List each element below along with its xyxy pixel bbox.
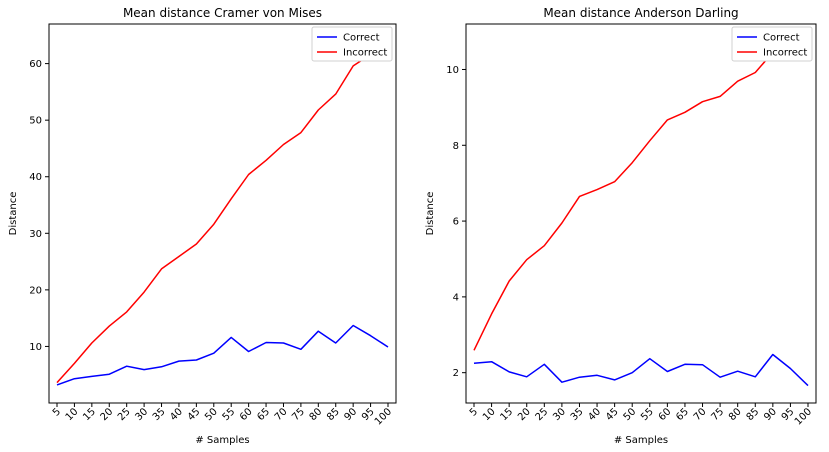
x-tick-label: 55 — [221, 406, 238, 423]
x-tick-label: 50 — [203, 406, 220, 423]
x-tick-label: 55 — [639, 406, 656, 423]
y-tick-label: 60 — [29, 59, 42, 70]
y-tick-label: 2 — [453, 368, 459, 379]
cvm-plot: Mean distance Cramer von Mises 10 20 30 40 50… — [8, 6, 397, 446]
x-tick-label: 100 — [793, 406, 814, 427]
x-axis-label: # Samples — [195, 435, 249, 446]
x-tick-label: 35 — [151, 406, 168, 423]
x-axis-label: # Samples — [614, 435, 668, 446]
x-tick-label: 75 — [709, 406, 726, 423]
x-tick-label: 90 — [762, 406, 779, 423]
x-tick-label: 10 — [64, 406, 81, 423]
x-tick-label: 60 — [238, 406, 255, 423]
plot-frame — [48, 23, 397, 404]
x-tick-label: 20 — [516, 406, 533, 423]
x-tick-label: 100 — [373, 406, 394, 427]
series-line-incorrect — [473, 42, 809, 351]
x-tick-label: 40 — [168, 406, 185, 423]
y-tick-label: 8 — [453, 141, 459, 152]
legend: Correct Incorrect — [731, 26, 813, 62]
x-tick-label: 5 — [51, 406, 63, 418]
x-tick-label: 5 — [468, 406, 480, 418]
x-tick-label: 90 — [342, 406, 359, 423]
x-tick-label: 30 — [551, 406, 568, 423]
legend-label: Correct — [763, 33, 800, 44]
x-tick-label: 15 — [498, 406, 515, 423]
x-tick-label: 15 — [81, 406, 98, 423]
x-tick-label: 85 — [745, 406, 762, 423]
chart-title: Mean distance Cramer von Mises — [123, 6, 322, 20]
x-tick-label: 85 — [325, 406, 342, 423]
x-tick-label: 35 — [569, 406, 586, 423]
x-tick-label: 40 — [586, 406, 603, 423]
x-tick-label: 80 — [727, 406, 744, 423]
y-axis-label: Distance — [425, 192, 436, 236]
series-line-correct — [56, 324, 389, 386]
y-tick-label: 10 — [29, 342, 42, 353]
series-line-correct — [473, 353, 809, 387]
x-tick-label: 65 — [255, 406, 272, 423]
x-tick-label: 25 — [116, 406, 133, 423]
legend-label: Incorrect — [763, 48, 807, 59]
x-tick-label: 70 — [692, 406, 709, 423]
x-tick-label: 20 — [99, 406, 116, 423]
y-tick-label: 50 — [29, 116, 42, 127]
x-tick-label: 10 — [481, 406, 498, 423]
legend: Correct Incorrect — [311, 26, 393, 62]
legend-label: Incorrect — [343, 48, 387, 59]
x-tick-label: 65 — [674, 406, 691, 423]
chart-title: Mean distance Anderson Darling — [543, 6, 738, 20]
y-tick-label: 40 — [29, 172, 42, 183]
x-tick-label: 70 — [273, 406, 290, 423]
legend-label: Correct — [343, 33, 380, 44]
x-tick-label: 80 — [308, 406, 325, 423]
y-tick-label: 30 — [29, 229, 42, 240]
x-tick-label: 50 — [622, 406, 639, 423]
x-tick-label: 45 — [186, 406, 203, 423]
y-tick-label: 4 — [453, 292, 459, 303]
x-tick-label: 60 — [657, 406, 674, 423]
series-line-incorrect — [56, 44, 389, 384]
y-tick-label: 20 — [29, 285, 42, 296]
y-tick-label: 10 — [446, 65, 459, 76]
y-axis-label: Distance — [8, 192, 19, 236]
x-tick-label: 25 — [534, 406, 551, 423]
y-tick-label: 6 — [453, 217, 459, 228]
x-tick-label: 75 — [290, 406, 307, 423]
x-tick-label: 30 — [133, 406, 150, 423]
plot-frame — [465, 23, 817, 404]
x-tick-label: 45 — [604, 406, 621, 423]
